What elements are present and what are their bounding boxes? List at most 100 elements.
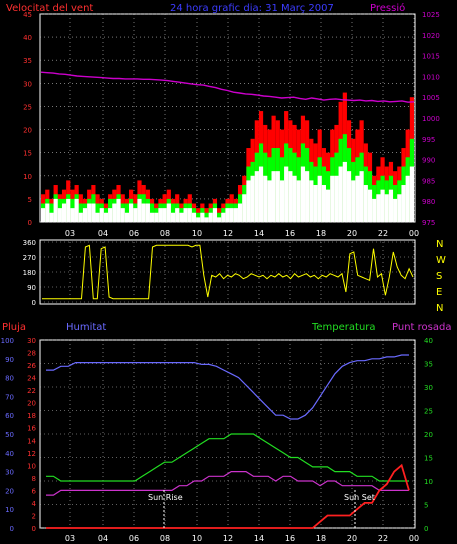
p1-right-tick: 1015 bbox=[422, 53, 440, 61]
p2-compass-label: E bbox=[436, 287, 442, 298]
wind-light-bar bbox=[112, 203, 117, 222]
wind-light-bar bbox=[376, 194, 381, 222]
p2-left-tick: 360 bbox=[23, 239, 36, 247]
wind-light-bar bbox=[74, 198, 79, 222]
p1-left-tick: 40 bbox=[23, 34, 32, 42]
rain-header: Pluja bbox=[2, 322, 26, 333]
wind-light-bar bbox=[397, 194, 402, 222]
p2-left-tick: 270 bbox=[23, 254, 36, 262]
wind-light-bar bbox=[162, 208, 167, 222]
wind-light-bar bbox=[342, 161, 347, 222]
wind-light-bar bbox=[141, 203, 146, 222]
sun-rise-label: Sun Rise bbox=[148, 493, 183, 502]
p3-rain-tick: 18 bbox=[27, 412, 36, 420]
wind-light-bar bbox=[384, 194, 389, 222]
p2-compass-label: N bbox=[436, 239, 443, 250]
wind-light-bar bbox=[363, 185, 368, 222]
p1-x-tick: 04 bbox=[98, 229, 108, 238]
p3-x-tick: 08 bbox=[160, 534, 170, 543]
p3-temp-tick: 5 bbox=[424, 502, 428, 510]
temperature-header: Temperatura bbox=[311, 322, 376, 333]
p1-right-tick: 1000 bbox=[422, 115, 440, 123]
p3-rain-tick: 20 bbox=[27, 400, 36, 408]
p3-rain-tick: 12 bbox=[27, 450, 36, 458]
wind-light-bar bbox=[309, 180, 314, 222]
wind-light-bar bbox=[288, 171, 293, 222]
wind-light-bar bbox=[271, 171, 276, 222]
p1-right-tick: 1005 bbox=[422, 94, 440, 102]
p1-left-tick: 30 bbox=[23, 80, 32, 88]
p1-right-tick: 1025 bbox=[422, 11, 440, 19]
rain-line bbox=[46, 463, 410, 529]
wind-light-bar bbox=[325, 189, 331, 222]
wind-light-bar bbox=[149, 212, 155, 222]
p3-rain-tick: 0 bbox=[32, 525, 36, 533]
p3-temp-tick: 35 bbox=[424, 361, 433, 369]
p1-right-tick: 1020 bbox=[422, 32, 440, 40]
wind-light-bar bbox=[70, 208, 75, 222]
p3-x-tick: 14 bbox=[254, 534, 264, 543]
p1-left-tick: 5 bbox=[28, 196, 32, 204]
p1-left-tick: 45 bbox=[23, 11, 32, 19]
wind-light-bar bbox=[217, 217, 222, 222]
p3-temp-tick: 15 bbox=[424, 455, 433, 463]
p1-x-tick: 00 bbox=[409, 229, 419, 238]
p1-x-tick: 03 bbox=[65, 229, 75, 238]
p1-x-tick: 18 bbox=[316, 229, 326, 238]
p3-temp-tick: 20 bbox=[424, 431, 433, 439]
wind-light-bar bbox=[292, 175, 297, 222]
wind-light-bar bbox=[242, 194, 247, 222]
p3-rain-tick: 6 bbox=[32, 487, 37, 495]
p3-humidity-tick: 10 bbox=[5, 506, 14, 514]
wind-light-bar bbox=[229, 208, 234, 222]
wind-light-bar bbox=[191, 212, 197, 222]
p2-left-tick: 90 bbox=[27, 284, 36, 292]
p3-humidity-tick: 100 bbox=[1, 337, 14, 345]
wind-light-bar bbox=[372, 198, 377, 222]
p1-right-tick: 1010 bbox=[422, 73, 440, 81]
panel3-axis-labels: 0102030405060708090100024681012141618202… bbox=[1, 337, 433, 543]
p3-humidity-tick: 80 bbox=[5, 375, 14, 383]
wind-light-bar bbox=[187, 208, 192, 222]
wind-light-bar bbox=[346, 171, 352, 222]
wind-light-bar bbox=[175, 208, 180, 222]
wind-light-bar bbox=[133, 208, 138, 222]
wind-light-bar bbox=[275, 171, 280, 222]
wind-light-bar bbox=[401, 185, 406, 222]
p3-humidity-tick: 0 bbox=[10, 525, 14, 533]
panel2-grid bbox=[40, 241, 415, 303]
p1-right-tick: 980 bbox=[422, 198, 435, 206]
p3-x-tick: 03 bbox=[65, 534, 75, 543]
wind-light-bar bbox=[208, 212, 213, 222]
p3-rain-tick: 8 bbox=[32, 475, 36, 483]
wind-light-bar bbox=[204, 217, 209, 222]
wind-light-bar bbox=[296, 180, 301, 222]
wind-light-bar bbox=[212, 208, 218, 222]
p3-rain-tick: 22 bbox=[27, 387, 36, 395]
dewpoint-line bbox=[46, 471, 409, 496]
wind-light-bar bbox=[246, 180, 251, 222]
wind-direction-line bbox=[42, 244, 414, 300]
wind-light-bar bbox=[196, 217, 201, 222]
p3-temp-tick: 30 bbox=[424, 384, 433, 392]
wind-light-bar bbox=[78, 212, 83, 222]
p1-right-tick: 975 bbox=[422, 219, 435, 227]
wind-light-bar bbox=[263, 175, 268, 222]
wind-light-bar bbox=[267, 180, 272, 222]
wind-light-bar bbox=[279, 180, 285, 222]
p3-x-tick: 10 bbox=[192, 534, 202, 543]
wind-light-bar bbox=[200, 212, 205, 222]
wind-light-bar bbox=[99, 208, 104, 222]
wind-light-bar bbox=[57, 208, 62, 222]
wind-light-bar bbox=[393, 198, 398, 222]
wind-light-bar bbox=[254, 171, 259, 222]
rain-humidity-temp-panel: 0102030405060708090100024681012141618202… bbox=[1, 337, 433, 543]
wind-light-bar bbox=[351, 180, 356, 222]
p2-left-tick: 0 bbox=[32, 299, 36, 307]
p3-rain-tick: 26 bbox=[27, 362, 36, 370]
wind-light-bar bbox=[116, 198, 121, 222]
wind-pressure-panel: 0510152025303540459759809859909951000100… bbox=[23, 11, 440, 238]
wind-light-bar bbox=[313, 185, 318, 222]
wind-light-bar bbox=[409, 166, 414, 222]
